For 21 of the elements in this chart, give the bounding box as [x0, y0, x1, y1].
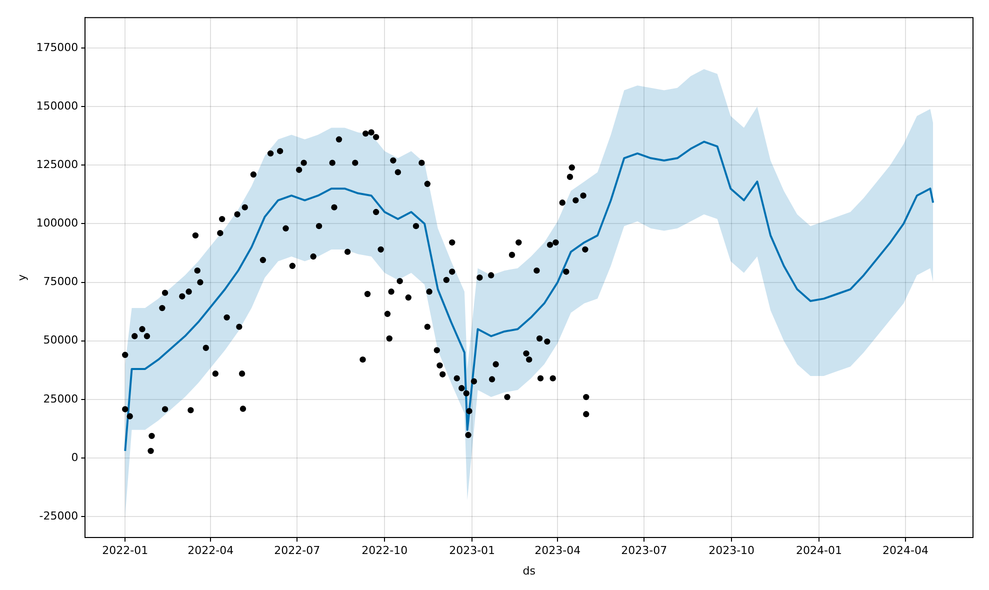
x-tick-label: 2024-01 [796, 544, 842, 558]
x-tick-label: 2023-01 [449, 544, 496, 558]
x-tick-label: 2022-04 [188, 544, 234, 558]
y-axis-title: y [15, 274, 28, 281]
x-tick-label: 2022-07 [274, 544, 320, 558]
y-tick-label: -25000 [39, 509, 78, 522]
x-tick-label: 2023-04 [534, 544, 581, 558]
x-tick-label: 2024-04 [882, 544, 928, 558]
x-tick-label: 2022-10 [362, 544, 408, 558]
y-tick-label: 100000 [36, 216, 78, 230]
y-tick-label: 25000 [43, 392, 78, 406]
x-tick-label: 2023-10 [708, 544, 755, 558]
x-tick-label: 2023-07 [621, 544, 668, 558]
x-tick-label: 2022-01 [102, 544, 148, 558]
y-tick-label: 125000 [36, 158, 78, 172]
x-axis-title: ds [522, 564, 536, 578]
y-tick-label: 150000 [36, 99, 78, 112]
y-tick-label: 75000 [43, 275, 78, 288]
y-tick-label: 175000 [36, 40, 78, 54]
y-tick-label: 50000 [43, 334, 78, 347]
y-tick-label: 0 [71, 450, 78, 464]
